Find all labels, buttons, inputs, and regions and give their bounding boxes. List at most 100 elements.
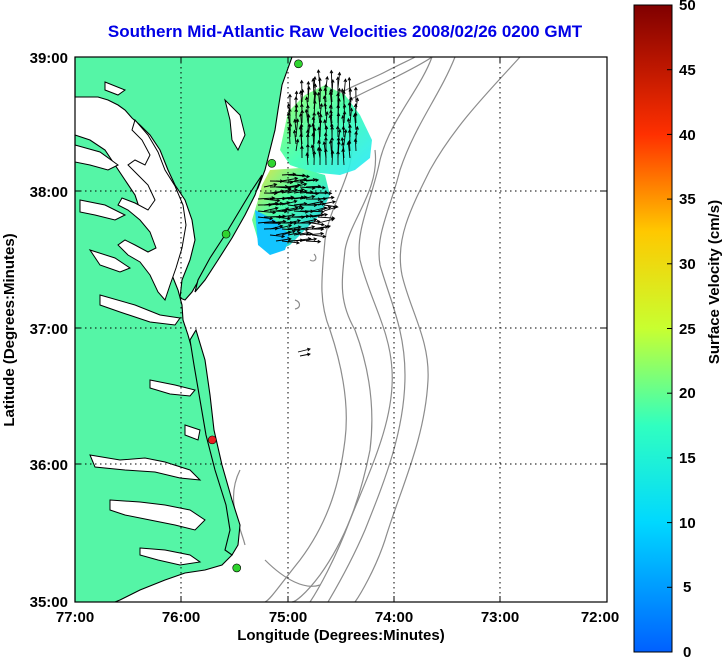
y-tick-label: 36:00: [30, 457, 68, 474]
velocity-arrow: [322, 95, 327, 110]
velocity-arrow: [287, 108, 292, 124]
velocity-arrow: [287, 126, 292, 145]
velocity-arrow: [269, 224, 284, 230]
grid-lines: [75, 57, 607, 602]
velocity-arrow: [281, 176, 299, 182]
colorbar-tick-label: 45: [679, 62, 696, 79]
velocity-arrow: [288, 122, 293, 138]
velocity-arrow: [311, 222, 325, 227]
velocity-arrow: [293, 174, 311, 179]
velocity-arrow: [311, 116, 316, 131]
velocity-arrow: [336, 76, 340, 96]
station-markers: [207, 59, 303, 573]
colorbar-tick-label: 25: [679, 321, 696, 338]
y-axis-label: Latitude (Degrees:Minutes): [1, 233, 18, 426]
velocity-arrow: [281, 229, 296, 236]
velocity-arrow: [330, 78, 335, 96]
velocity-arrow: [300, 109, 304, 124]
velocity-arrow: [325, 110, 329, 124]
colorbar-tick-label: 40: [679, 127, 696, 144]
colorbar-tick-label: 5: [683, 579, 691, 596]
station-marker: [294, 59, 303, 69]
velocity-arrow: [323, 87, 328, 103]
colorbar-tick-label: 0: [683, 644, 691, 659]
velocity-arrow: [329, 88, 334, 103]
velocity-arrow: [304, 108, 309, 124]
velocity-arrow: [311, 185, 326, 190]
velocity-arrow: [275, 224, 293, 230]
velocity-arrow: [263, 198, 281, 203]
velocity-arrow: [305, 200, 324, 206]
velocity-arrow: [317, 195, 335, 200]
velocity-arrow: [287, 225, 302, 230]
velocity-vectors: [257, 69, 360, 357]
station-marker: [267, 158, 277, 168]
velocity-arrow: [293, 182, 308, 188]
velocity-arrow: [330, 150, 335, 166]
velocity-arrow: [346, 141, 351, 159]
velocity-arrow: [281, 213, 296, 218]
velocity-arrow: [269, 234, 286, 239]
velocity-arrow: [354, 130, 358, 145]
velocity-arrow: [281, 240, 300, 245]
velocity-arrow: [257, 210, 277, 215]
velocity-arrow: [306, 143, 310, 159]
velocity-arrow: [300, 145, 304, 159]
velocity-arrow: [317, 200, 336, 206]
bays: [74, 81, 246, 566]
colorbar: [633, 4, 673, 653]
velocity-arrow: [305, 178, 320, 183]
station-marker: [232, 563, 242, 573]
velocity-arrow: [287, 180, 305, 185]
velocity-arrow: [343, 128, 348, 145]
velocity-arrow: [293, 231, 310, 236]
velocity-arrow: [294, 108, 299, 124]
velocity-arrow: [317, 206, 332, 212]
colorbar-tick-label: 10: [679, 515, 696, 532]
station-marker: [221, 229, 231, 239]
x-tick-label: 74:00: [375, 609, 413, 626]
velocity-arrow: [336, 136, 341, 152]
y-tick-label: 35:00: [30, 594, 68, 611]
velocity-arrow: [329, 69, 334, 89]
y-tick-label: 37:00: [30, 321, 68, 338]
velocity-arrow: [355, 97, 360, 110]
y-tick-labels: 39:00 38:00 37:00 36:00 35:00: [30, 50, 68, 611]
velocity-arrow: [316, 91, 321, 110]
velocity-arrow: [328, 91, 333, 110]
velocity-arrow: [263, 206, 279, 212]
plot-frame: [74, 56, 608, 603]
velocity-arrow: [281, 199, 298, 206]
velocity-arrow: [292, 129, 297, 145]
velocity-arrow: [311, 132, 316, 152]
colorbar-tick-labels: 50 45 40 35 30 25 20 15 10 5 0: [679, 0, 696, 659]
velocity-arrow: [295, 118, 300, 138]
velocity-arrow: [349, 96, 353, 110]
velocity-arrow: [300, 88, 305, 103]
velocity-arrow: [263, 182, 278, 188]
velocity-arrow: [328, 139, 333, 159]
velocity-arrow: [287, 219, 302, 224]
velocity-arrow: [305, 239, 322, 244]
velocity-arrow: [336, 150, 340, 166]
velocity-arrow: [323, 206, 337, 212]
velocity-arrow: [311, 234, 327, 239]
velocity-arrow: [341, 148, 345, 166]
velocity-arrow: [306, 104, 310, 117]
map-title: Southern Mid-Atlantic Raw Velocities 200…: [107, 22, 583, 41]
velocity-arrow: [299, 218, 318, 224]
velocity-arrow: [347, 101, 352, 117]
colorbar-label: Surface Velocity (cm/s): [706, 200, 723, 364]
velocity-arrow: [287, 206, 305, 212]
x-tick-label: 75:00: [269, 609, 307, 626]
velocity-arrow: [311, 77, 316, 96]
colorbar-tick-label: 30: [679, 256, 696, 273]
velocity-arrow: [317, 126, 321, 145]
velocity-arrow: [353, 138, 358, 152]
x-tick-label: 76:00: [162, 609, 200, 626]
velocity-arrow: [352, 113, 357, 131]
velocity-arrow: [257, 216, 274, 221]
colorbar-tick-marks: [667, 69, 672, 588]
velocity-arrow: [299, 237, 318, 242]
